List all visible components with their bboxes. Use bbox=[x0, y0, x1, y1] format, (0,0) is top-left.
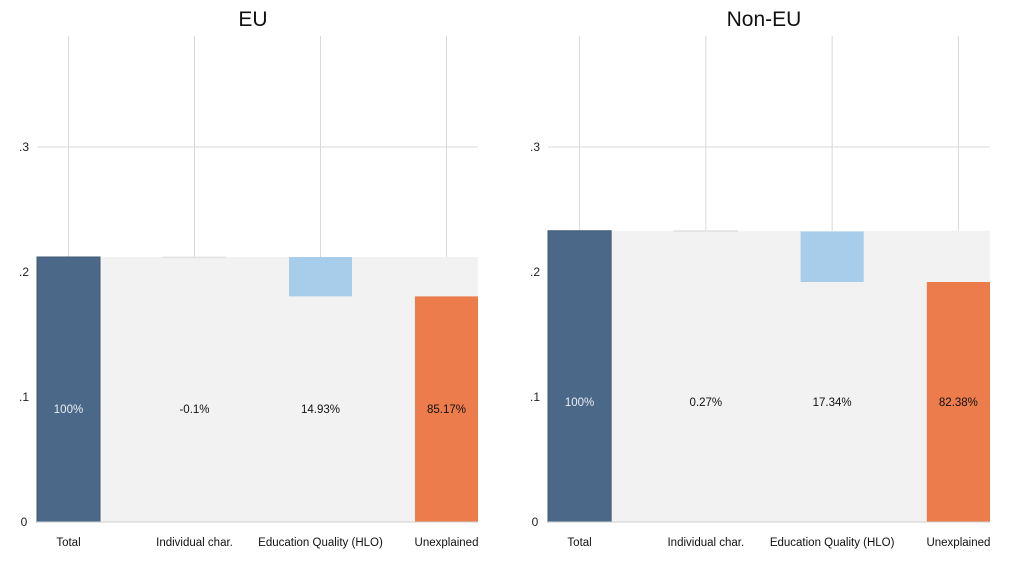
bar-total bbox=[36, 256, 101, 523]
x-category-label: Individual char. bbox=[156, 537, 233, 549]
bars bbox=[36, 256, 478, 523]
bar-individual-char bbox=[162, 256, 227, 259]
bar-unexplained bbox=[926, 282, 990, 522]
y-tick-label: .2 bbox=[19, 265, 29, 279]
bar-unexplained bbox=[415, 296, 478, 522]
bar-total bbox=[547, 230, 612, 523]
y-tick-label: 0 bbox=[532, 515, 539, 529]
panel-eu: EU 0 .1 .2 .3 Total Individual char. Education… bbox=[19, 8, 478, 549]
y-tick-label: .3 bbox=[19, 140, 29, 154]
data-label: 17.34% bbox=[813, 397, 852, 409]
bars bbox=[547, 230, 990, 523]
data-label: 100% bbox=[54, 404, 83, 416]
x-category-label: Unexplained bbox=[415, 537, 479, 549]
y-tick-label: .1 bbox=[530, 390, 540, 404]
data-label: 100% bbox=[565, 397, 594, 409]
data-label: -0.1% bbox=[179, 404, 209, 416]
panel-non-eu: Non-EU 0 .1 .2 .3 Total Individual char. Educa… bbox=[530, 8, 990, 549]
bar-individual-char bbox=[673, 230, 738, 233]
data-label: 85.17% bbox=[427, 404, 466, 416]
y-tick-label: .2 bbox=[530, 265, 540, 279]
x-category-label: Individual char. bbox=[667, 537, 744, 549]
x-category-label: Total bbox=[56, 537, 80, 549]
panel-title: EU bbox=[238, 8, 267, 31]
panel-title: Non-EU bbox=[727, 8, 802, 31]
y-tick-label: 0 bbox=[21, 515, 28, 529]
x-category-label: Education Quality (HLO) bbox=[770, 537, 895, 549]
data-label: 82.38% bbox=[939, 397, 978, 409]
x-category-label: Unexplained bbox=[926, 537, 990, 549]
data-label: 14.93% bbox=[301, 404, 340, 416]
bar-education-quality-hlo bbox=[800, 231, 864, 282]
x-category-label: Total bbox=[567, 537, 591, 549]
y-tick-label: .3 bbox=[530, 140, 540, 154]
y-tick-label: .1 bbox=[19, 390, 29, 404]
data-label: 0.27% bbox=[690, 397, 723, 409]
bar-education-quality-hlo bbox=[289, 257, 352, 297]
x-category-label: Education Quality (HLO) bbox=[258, 537, 383, 549]
